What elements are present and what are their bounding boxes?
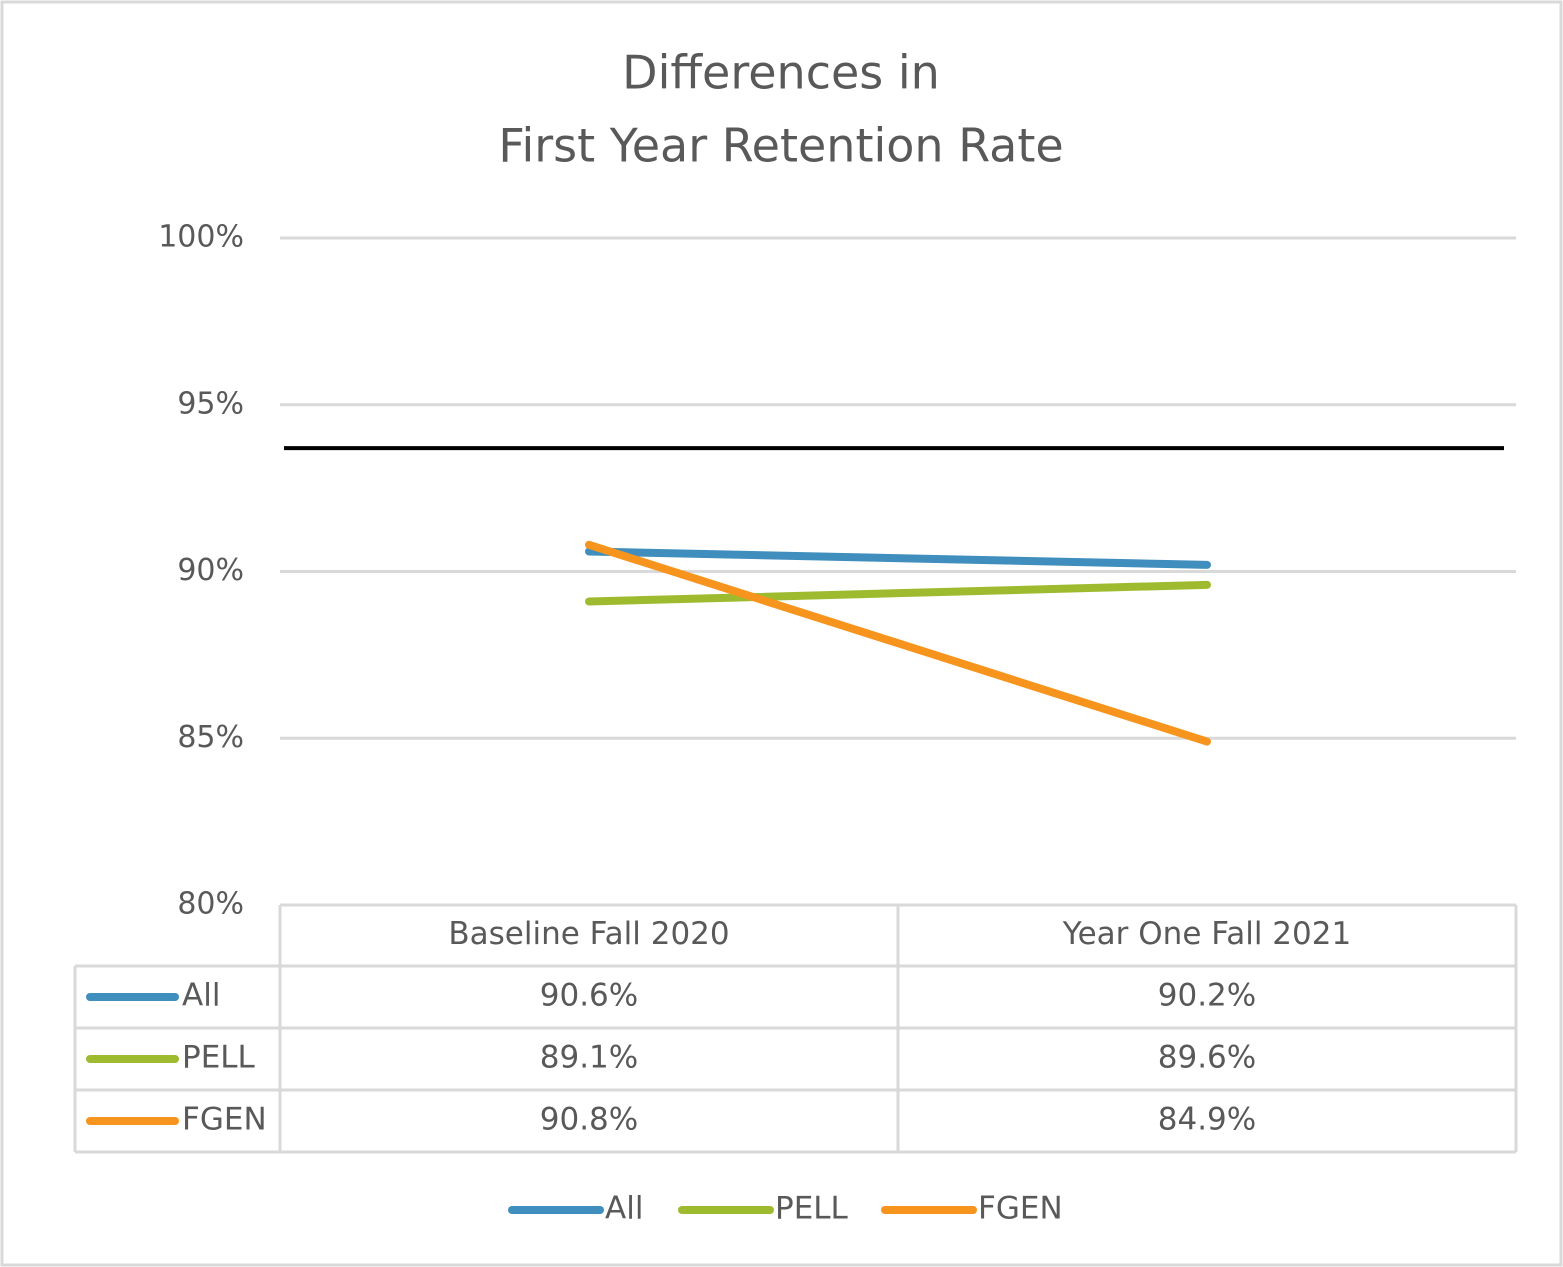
- y-tick-label: 85%: [177, 720, 244, 755]
- table-series-name: FGEN: [182, 1102, 267, 1138]
- y-tick-label: 90%: [177, 553, 244, 588]
- table-value: 90.2%: [1158, 978, 1256, 1014]
- y-tick-label: 95%: [177, 386, 244, 421]
- x-tick-label: Year One Fall 2021: [1062, 916, 1351, 952]
- table-series-name: All: [182, 978, 220, 1014]
- legend-label: PELL: [775, 1191, 849, 1227]
- table-series-name: PELL: [182, 1040, 256, 1076]
- table-value: 90.8%: [540, 1102, 638, 1138]
- series-line: [585, 547, 1211, 569]
- chart-title: First Year Retention Rate: [498, 119, 1063, 173]
- series-line: [585, 540, 1211, 746]
- chart-title: Differences in: [622, 46, 940, 100]
- table-value: 84.9%: [1158, 1102, 1256, 1138]
- series-line: [585, 580, 1211, 606]
- table-value: 89.6%: [1158, 1040, 1256, 1076]
- y-tick-label: 80%: [177, 887, 244, 922]
- y-tick-label: 100%: [158, 220, 244, 255]
- legend-label: All: [605, 1191, 643, 1227]
- table-value: 89.1%: [540, 1040, 638, 1076]
- x-tick-label: Baseline Fall 2020: [448, 916, 729, 952]
- table-value: 90.6%: [540, 978, 638, 1014]
- legend-label: FGEN: [978, 1191, 1063, 1227]
